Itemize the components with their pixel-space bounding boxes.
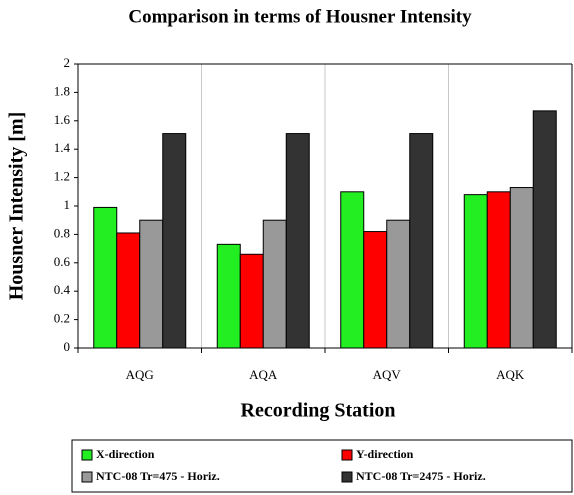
y-tick-label: 1.8 xyxy=(54,83,70,98)
bar xyxy=(486,191,511,349)
bar xyxy=(463,194,488,349)
legend-label: X-direction xyxy=(96,447,155,461)
chart-title: Comparison in terms of Housner Intensity xyxy=(128,6,472,27)
bar xyxy=(262,219,287,349)
bar xyxy=(116,232,141,349)
legend-label: NTC-08 Tr=2475 - Horiz. xyxy=(356,469,486,483)
legend-swatch xyxy=(81,449,93,461)
bar xyxy=(162,133,187,349)
bar xyxy=(93,206,118,349)
y-tick-label: 0.2 xyxy=(54,311,70,326)
legend-swatch xyxy=(81,471,93,483)
legend-label: NTC-08 Tr=475 - Horiz. xyxy=(96,469,220,483)
y-tick-label: 0.8 xyxy=(54,225,70,240)
y-tick-label: 2 xyxy=(64,55,71,70)
legend-label: Y-direction xyxy=(356,447,414,461)
bar xyxy=(532,110,557,349)
bar xyxy=(509,187,534,349)
x-tick-label: AQG xyxy=(126,367,154,382)
bar xyxy=(386,219,411,349)
bar xyxy=(139,219,164,349)
y-tick-label: 1.4 xyxy=(54,140,71,155)
bar xyxy=(363,231,388,349)
y-axis-title: Housner Intensity [m] xyxy=(6,112,28,301)
bar xyxy=(285,133,310,349)
legend-swatch xyxy=(341,471,353,483)
x-tick-label: AQA xyxy=(249,367,278,382)
y-tick-label: 0.4 xyxy=(54,282,71,297)
x-tick-label: AQV xyxy=(373,367,402,382)
y-tick-label: 0.6 xyxy=(54,254,71,269)
x-axis-title: Recording Station xyxy=(241,400,396,422)
y-tick-label: 1 xyxy=(64,197,71,212)
bar xyxy=(216,243,241,349)
bar xyxy=(340,191,365,349)
y-tick-label: 1.2 xyxy=(54,169,70,184)
y-tick-label: 0 xyxy=(64,339,71,354)
x-tick-label: AQK xyxy=(496,367,525,382)
bar xyxy=(239,253,264,349)
legend-swatch xyxy=(341,449,353,461)
bar xyxy=(409,133,434,349)
y-tick-label: 1.6 xyxy=(54,112,71,127)
legend-box xyxy=(71,439,573,493)
